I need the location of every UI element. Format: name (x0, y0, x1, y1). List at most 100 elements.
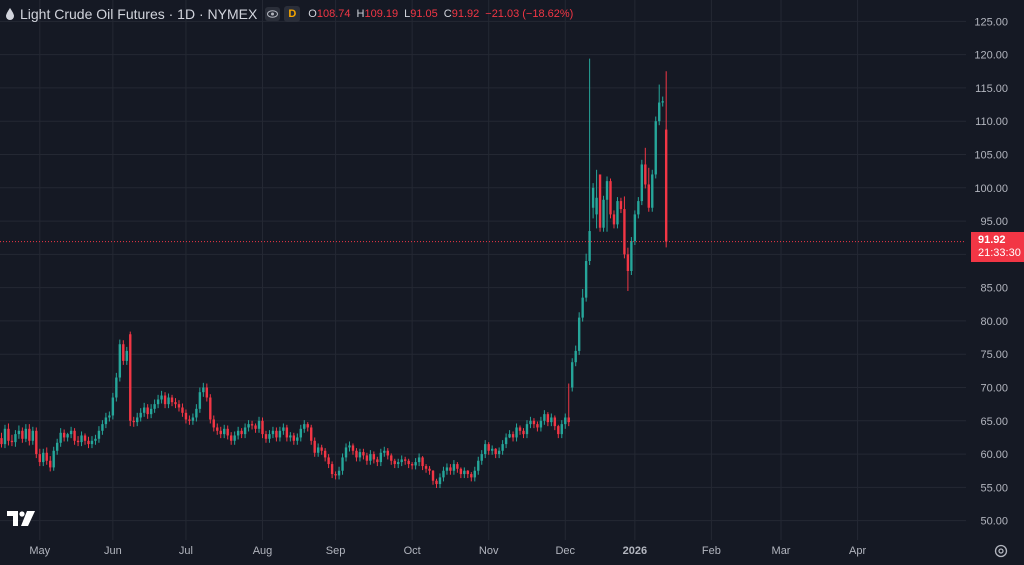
candle-body (257, 420, 261, 429)
candle-body (518, 427, 522, 431)
candle-body (532, 420, 536, 425)
candle-body (445, 467, 449, 471)
candle-body (577, 317, 581, 351)
candle-body (97, 430, 101, 439)
candle-body (21, 430, 24, 439)
candle-body (316, 447, 320, 453)
low-label: L (404, 8, 411, 20)
candle-body (49, 460, 52, 468)
x-tick-label: Mar (772, 545, 791, 557)
candle-body (571, 362, 574, 388)
candle-body (637, 201, 640, 215)
candle-body (431, 470, 435, 481)
y-tick-label: 85.00 (980, 283, 1008, 295)
candle-body (261, 420, 264, 435)
candle-body (236, 430, 240, 436)
candle-body (223, 428, 226, 435)
symbol-title[interactable]: Light Crude Oil Futures · 1D · NYMEX (20, 6, 258, 22)
candle-body (115, 377, 118, 398)
candle-body (55, 442, 59, 451)
candle-body (310, 427, 313, 441)
candle-body (0, 438, 3, 445)
bar-countdown: 21:33:30 (978, 247, 1021, 259)
candle-body (584, 261, 588, 298)
eye-icon[interactable] (265, 7, 281, 21)
candle-body (477, 460, 480, 471)
candle-body (522, 430, 525, 435)
candle-body (216, 427, 219, 431)
candle-body (449, 467, 452, 471)
candle-body (7, 428, 10, 441)
candle-body (125, 350, 128, 361)
candle-body (149, 408, 153, 415)
candle-body (247, 424, 250, 428)
candle-body (209, 397, 212, 420)
candle-body (379, 452, 383, 463)
grid-lines (0, 0, 966, 540)
candle-body (470, 474, 473, 478)
candle-body (184, 412, 188, 420)
candle-body (45, 452, 48, 461)
candle-body (539, 420, 543, 428)
time-axis[interactable]: May Jun Jul Aug Sep Oct Nov Dec 2026 Feb Mar Apr (29, 545, 866, 557)
interval-badge[interactable]: D (284, 6, 301, 22)
candle-body (146, 407, 149, 415)
y-tick-label: 65.00 (980, 416, 1008, 428)
candle-body (654, 121, 657, 175)
close-label: C (443, 8, 452, 20)
candle-body (94, 438, 97, 441)
candle-body (438, 477, 442, 485)
candle-body (351, 445, 355, 451)
y-tick-label: 50.00 (980, 516, 1008, 528)
candle-body (177, 404, 181, 408)
change-value: −21.03 (−18.62%) (485, 8, 574, 20)
x-tick-label: Sep (326, 545, 346, 557)
candle-body (250, 424, 254, 426)
candle-body (456, 464, 459, 469)
candle-body (66, 434, 69, 438)
candle-body (658, 102, 661, 122)
candle-body (376, 459, 379, 463)
candle-body (320, 447, 323, 451)
candle-body (282, 427, 285, 431)
candle-body (553, 417, 557, 427)
x-tick-label: Oct (404, 545, 421, 557)
candle-body (139, 412, 142, 418)
candle-body (435, 480, 438, 485)
y-tick-label: 110.00 (975, 116, 1008, 128)
candle-body (550, 417, 553, 423)
candle-body (306, 424, 309, 428)
candle-body (459, 468, 463, 475)
close-value: 91.92 (451, 8, 480, 20)
candle-body (24, 428, 28, 439)
candle-body (602, 199, 605, 228)
candle-body (181, 407, 184, 413)
candle-body (42, 452, 45, 463)
candle-body (62, 432, 66, 438)
last-price-value: 91.92 (978, 234, 1006, 246)
price-axis[interactable]: 125.00 120.00 115.00 110.00 105.00 100.00 95.0… (974, 16, 1008, 527)
candle-body (463, 470, 466, 475)
candle-body (156, 399, 160, 405)
candle-body (31, 430, 35, 441)
gear-icon[interactable] (993, 543, 1009, 559)
candle-body (494, 448, 497, 455)
candle-body (285, 427, 289, 438)
candle-body (188, 419, 191, 421)
candle-body (195, 408, 198, 418)
candle-body (327, 457, 330, 465)
candle-body (605, 181, 609, 200)
candle-body (69, 430, 73, 435)
candle-body (268, 434, 271, 439)
y-tick-label: 70.00 (980, 383, 1008, 395)
open-label: O (308, 8, 317, 20)
candle-body (487, 444, 490, 451)
candle-body (383, 450, 386, 453)
tradingview-logo-icon[interactable] (6, 508, 36, 528)
candle-body (303, 424, 306, 429)
candle-body (525, 424, 529, 435)
candle-body (574, 350, 577, 363)
candle-body (292, 435, 296, 441)
candle-body (153, 404, 156, 409)
